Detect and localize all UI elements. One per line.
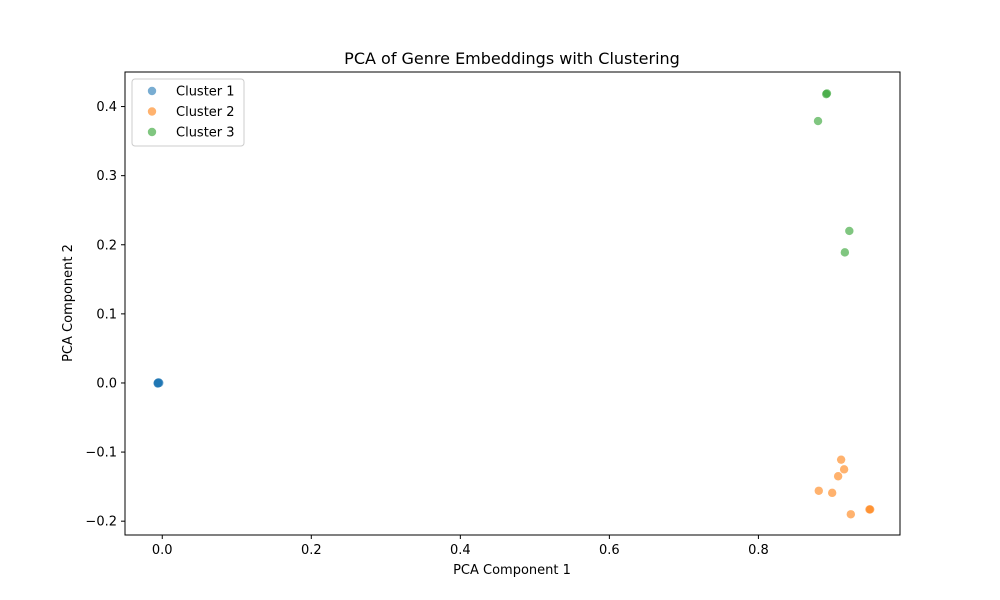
x-tick-label: 0.8: [748, 543, 769, 558]
y-tick-label: 0.2: [96, 238, 117, 253]
y-tick-label: 0.3: [96, 169, 117, 184]
y-tick-label: 0.4: [96, 100, 117, 115]
x-tick-label: 0.0: [152, 543, 173, 558]
series-1: [153, 378, 164, 388]
data-point: [845, 226, 854, 236]
y-axis: −0.2 −0.1 0.0 0.1 0.2 0.3 0.4: [85, 100, 125, 530]
series-2: [814, 455, 875, 519]
legend-box: [131, 78, 245, 147]
legend: Cluster 1 Cluster 2 Cluster 3: [131, 78, 245, 147]
data-point: [833, 472, 843, 481]
data-point: [839, 465, 849, 474]
x-tick-label: 0.4: [450, 543, 471, 558]
data-point: [865, 505, 875, 514]
data-point: [836, 455, 846, 464]
plot-frame: [124, 71, 901, 536]
series-3: [813, 89, 854, 257]
data-point: [822, 89, 832, 98]
y-tick-label: −0.1: [85, 446, 117, 461]
data-point: [155, 378, 164, 388]
x-tick-label: 0.2: [301, 543, 322, 558]
data-point: [827, 488, 837, 498]
legend-marker: [147, 86, 157, 96]
data-point: [814, 486, 823, 495]
y-tick-label: 0.0: [96, 376, 117, 391]
x-tick-label: 0.6: [599, 543, 620, 558]
data-point: [840, 248, 850, 257]
data-point: [846, 510, 856, 519]
chart-title: PCA of Genre Embeddings with Clustering: [344, 49, 680, 68]
x-axis-label: PCA Component 1: [453, 563, 571, 578]
y-tick-label: 0.1: [96, 307, 117, 322]
legend-label: Cluster 2: [176, 105, 235, 120]
x-axis: 0.0 0.2 0.4 0.6 0.8: [152, 535, 769, 558]
y-tick-label: −0.2: [85, 515, 117, 530]
legend-label: Cluster 3: [176, 126, 235, 141]
legend-marker: [147, 107, 157, 116]
plot-marks: [153, 89, 875, 519]
legend-marker: [147, 127, 157, 137]
y-axis-label: PCA Component 2: [61, 244, 76, 362]
legend-label: Cluster 1: [176, 85, 235, 100]
data-point: [813, 116, 823, 126]
